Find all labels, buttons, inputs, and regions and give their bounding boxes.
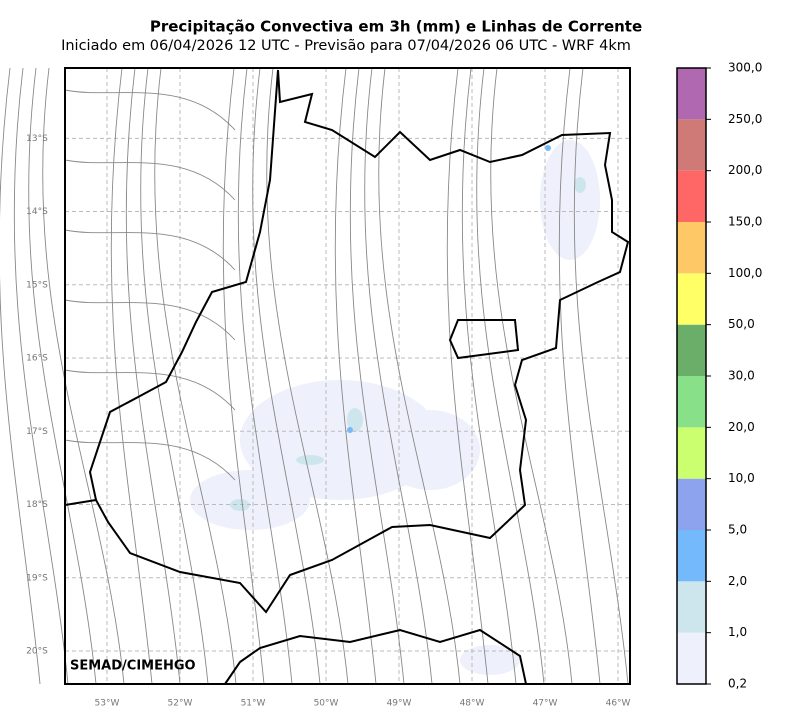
- streamline: [490, 67, 573, 685]
- colorbar-segment: [677, 119, 706, 171]
- x-tick-label: 52°W: [168, 699, 193, 709]
- colorbar-segment: [677, 427, 706, 479]
- colorbar-segment: [677, 376, 706, 428]
- streamline: [446, 67, 489, 685]
- streamline: [237, 67, 293, 685]
- colorbar-segment: [677, 581, 706, 633]
- colorbar-label: 100,0: [728, 266, 762, 280]
- x-tick-label: 50°W: [314, 699, 339, 709]
- y-tick-label: 17°S: [26, 427, 48, 437]
- map-frame: [64, 67, 631, 685]
- colorbar-segment: [677, 632, 706, 684]
- streamline: [110, 67, 153, 685]
- streamline: [13, 67, 69, 685]
- colorbar-label: 300,0: [728, 61, 762, 75]
- streamline: [64, 439, 236, 481]
- streamline: [334, 67, 377, 685]
- precipitation-field: [190, 140, 600, 675]
- x-tick-label: 49°W: [387, 699, 412, 709]
- streamline: [364, 67, 433, 685]
- streamline: [140, 67, 209, 685]
- colorbar-label: 150,0: [728, 215, 762, 229]
- streamline: [461, 67, 517, 685]
- colorbar-segment: [677, 478, 706, 530]
- state-borders: [64, 69, 630, 685]
- subtitle: Iniciado em 06/04/2026 12 UTC - Previsão…: [61, 38, 631, 54]
- y-tick-label: 15°S: [26, 280, 48, 290]
- x-tick-label: 47°W: [533, 699, 558, 709]
- streamline: [64, 229, 236, 271]
- y-tick-label: 14°S: [26, 207, 48, 217]
- streamline: [349, 67, 405, 685]
- streamline: [476, 67, 545, 685]
- credit: SEMAD/CIMEHGO: [70, 659, 196, 674]
- y-tick-label: 13°S: [26, 134, 48, 144]
- streamline: [64, 159, 236, 201]
- colorbar-segment: [677, 273, 706, 325]
- streamline: [64, 369, 236, 411]
- streamline: [378, 67, 461, 685]
- streamline: [222, 67, 265, 685]
- colorbar-label: 10,0: [728, 471, 755, 485]
- streamline: [558, 67, 601, 685]
- y-tick-label: 20°S: [26, 647, 48, 657]
- colorbar-label: 30,0: [728, 369, 755, 383]
- colorbar-label: 50,0: [728, 317, 755, 331]
- streamline: [125, 67, 181, 685]
- colorbar-segment: [677, 170, 706, 222]
- streamline: [28, 67, 97, 685]
- x-tick-label: 48°W: [460, 699, 485, 709]
- y-tick-label: 16°S: [26, 354, 48, 364]
- colorbar-label: 20,0: [728, 420, 755, 434]
- streamline: [154, 67, 237, 685]
- colorbar-label: 2,0: [728, 574, 747, 588]
- title: Precipitação Convectiva em 3h (mm) e Lin…: [150, 18, 642, 36]
- streamline: [42, 67, 125, 685]
- x-tick-label: 53°W: [95, 699, 120, 709]
- colorbar-label: 0,2: [728, 677, 747, 691]
- colorbar-label: 1,0: [728, 625, 747, 639]
- colorbar-segment: [677, 324, 706, 376]
- streamline: [252, 67, 321, 685]
- x-tick-label: 46°W: [606, 699, 631, 709]
- colorbar-label: 250,0: [728, 112, 762, 126]
- x-tick-label: 51°W: [241, 699, 266, 709]
- colorbar-segment: [677, 530, 706, 582]
- streamline: [64, 89, 236, 131]
- colorbar-segment: [677, 68, 706, 120]
- y-tick-label: 19°S: [26, 573, 48, 583]
- streamline: [0, 67, 41, 685]
- colorbar-segment: [677, 222, 706, 274]
- streamline: [266, 67, 349, 685]
- colorbar-label: 5,0: [728, 523, 747, 537]
- streamlines: [0, 67, 629, 685]
- streamline: [64, 299, 236, 341]
- y-tick-label: 18°S: [26, 500, 48, 510]
- streamline: [573, 67, 629, 685]
- colorbar-label: 200,0: [728, 163, 762, 177]
